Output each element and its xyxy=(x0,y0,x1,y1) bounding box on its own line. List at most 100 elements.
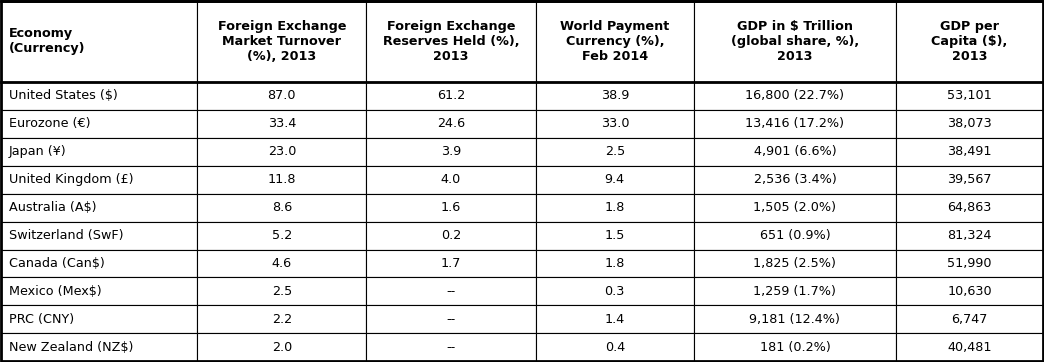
Bar xyxy=(694,306,896,333)
Text: Foreign Exchange
Market Turnover
(%), 2013: Foreign Exchange Market Turnover (%), 20… xyxy=(217,20,346,63)
Text: 39,567: 39,567 xyxy=(947,173,992,186)
Text: 2.5: 2.5 xyxy=(271,285,292,298)
Bar xyxy=(694,1,896,82)
Bar xyxy=(536,110,694,138)
Text: 9,181 (12.4%): 9,181 (12.4%) xyxy=(750,313,840,326)
Text: 2.0: 2.0 xyxy=(271,341,292,354)
Text: 1,505 (2.0%): 1,505 (2.0%) xyxy=(754,201,836,214)
Text: 1.5: 1.5 xyxy=(604,229,625,242)
Text: 1.6: 1.6 xyxy=(441,201,461,214)
Text: 33.4: 33.4 xyxy=(267,117,296,130)
Bar xyxy=(1,306,197,333)
Bar xyxy=(1,222,197,249)
Bar xyxy=(896,138,1043,166)
Text: Canada (Can$): Canada (Can$) xyxy=(9,257,104,270)
Text: GDP in $ Trillion
(global share, %),
2013: GDP in $ Trillion (global share, %), 201… xyxy=(731,20,859,63)
Text: GDP per
Capita ($),
2013: GDP per Capita ($), 2013 xyxy=(931,20,1007,63)
Text: 8.6: 8.6 xyxy=(271,201,292,214)
Text: 6,747: 6,747 xyxy=(951,313,988,326)
Text: 1.4: 1.4 xyxy=(604,313,625,326)
Bar xyxy=(197,166,366,194)
Bar xyxy=(366,166,536,194)
Text: 2.2: 2.2 xyxy=(271,313,292,326)
Text: 38,073: 38,073 xyxy=(947,117,992,130)
Bar xyxy=(896,333,1043,361)
Text: 9.4: 9.4 xyxy=(604,173,625,186)
Bar xyxy=(896,306,1043,333)
Bar xyxy=(536,333,694,361)
Text: Foreign Exchange
Reserves Held (%),
2013: Foreign Exchange Reserves Held (%), 2013 xyxy=(383,20,519,63)
Bar xyxy=(197,306,366,333)
Bar xyxy=(366,1,536,82)
Text: Mexico (Mex$): Mexico (Mex$) xyxy=(9,285,101,298)
Bar xyxy=(1,194,197,222)
Bar xyxy=(197,333,366,361)
Bar xyxy=(694,333,896,361)
Text: --: -- xyxy=(447,285,455,298)
Bar xyxy=(896,194,1043,222)
Bar xyxy=(197,110,366,138)
Bar xyxy=(896,249,1043,277)
Bar xyxy=(197,138,366,166)
Bar xyxy=(366,249,536,277)
Bar xyxy=(536,277,694,306)
Text: 51,990: 51,990 xyxy=(947,257,992,270)
Text: Economy
(Currency): Economy (Currency) xyxy=(9,27,86,55)
Text: 53,101: 53,101 xyxy=(947,89,992,102)
Bar xyxy=(536,306,694,333)
Text: Japan (¥): Japan (¥) xyxy=(9,145,67,158)
Bar xyxy=(536,1,694,82)
Bar xyxy=(366,194,536,222)
Bar xyxy=(366,82,536,110)
Bar xyxy=(197,82,366,110)
Bar xyxy=(366,110,536,138)
Bar xyxy=(197,277,366,306)
Bar xyxy=(694,249,896,277)
Text: --: -- xyxy=(447,313,455,326)
Bar xyxy=(896,222,1043,249)
Bar xyxy=(896,110,1043,138)
Text: 24.6: 24.6 xyxy=(437,117,465,130)
Text: Eurozone (€): Eurozone (€) xyxy=(9,117,91,130)
Text: 87.0: 87.0 xyxy=(267,89,296,102)
Text: United States ($): United States ($) xyxy=(9,89,118,102)
Bar xyxy=(694,277,896,306)
Text: 2.5: 2.5 xyxy=(604,145,625,158)
Text: Switzerland (SwF): Switzerland (SwF) xyxy=(9,229,123,242)
Bar xyxy=(694,138,896,166)
Text: 23.0: 23.0 xyxy=(267,145,296,158)
Bar xyxy=(896,277,1043,306)
Bar xyxy=(536,166,694,194)
Bar xyxy=(197,194,366,222)
Text: 651 (0.9%): 651 (0.9%) xyxy=(760,229,830,242)
Bar xyxy=(366,138,536,166)
Bar xyxy=(366,333,536,361)
Bar xyxy=(536,82,694,110)
Bar xyxy=(197,249,366,277)
Text: 0.2: 0.2 xyxy=(441,229,461,242)
Bar xyxy=(694,110,896,138)
Text: 38.9: 38.9 xyxy=(600,89,628,102)
Text: 16,800 (22.7%): 16,800 (22.7%) xyxy=(745,89,845,102)
Bar xyxy=(536,138,694,166)
Bar xyxy=(1,110,197,138)
Bar xyxy=(197,1,366,82)
Text: Australia (A$): Australia (A$) xyxy=(9,201,96,214)
Bar xyxy=(694,222,896,249)
Text: 81,324: 81,324 xyxy=(947,229,992,242)
Text: 38,491: 38,491 xyxy=(947,145,992,158)
Bar xyxy=(366,277,536,306)
Text: --: -- xyxy=(447,341,455,354)
Bar xyxy=(1,138,197,166)
Text: World Payment
Currency (%),
Feb 2014: World Payment Currency (%), Feb 2014 xyxy=(561,20,669,63)
Bar xyxy=(536,249,694,277)
Bar xyxy=(366,222,536,249)
Text: 1.8: 1.8 xyxy=(604,257,625,270)
Text: 33.0: 33.0 xyxy=(600,117,630,130)
Text: 64,863: 64,863 xyxy=(947,201,992,214)
Text: 13,416 (17.2%): 13,416 (17.2%) xyxy=(745,117,845,130)
Bar xyxy=(536,222,694,249)
Bar xyxy=(1,277,197,306)
Bar xyxy=(197,222,366,249)
Text: 40,481: 40,481 xyxy=(947,341,992,354)
